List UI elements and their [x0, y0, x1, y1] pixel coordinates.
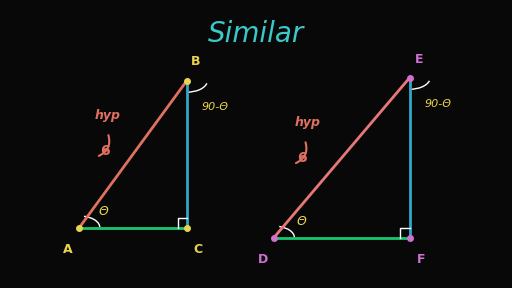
- Text: 90-Θ: 90-Θ: [202, 102, 228, 111]
- Text: D: D: [258, 253, 268, 266]
- Text: Θ: Θ: [297, 215, 307, 228]
- Text: Θ: Θ: [99, 205, 109, 218]
- Text: E: E: [415, 52, 423, 66]
- Text: A: A: [63, 242, 73, 256]
- Text: C: C: [194, 242, 203, 256]
- Text: hyp: hyp: [95, 109, 120, 122]
- Text: Similar: Similar: [208, 20, 304, 48]
- Text: B: B: [191, 55, 201, 69]
- Text: F: F: [417, 253, 425, 266]
- Text: 90-Θ: 90-Θ: [424, 99, 451, 109]
- Text: 6: 6: [100, 144, 110, 158]
- Text: hyp: hyp: [294, 116, 320, 129]
- Text: 6: 6: [297, 151, 307, 165]
